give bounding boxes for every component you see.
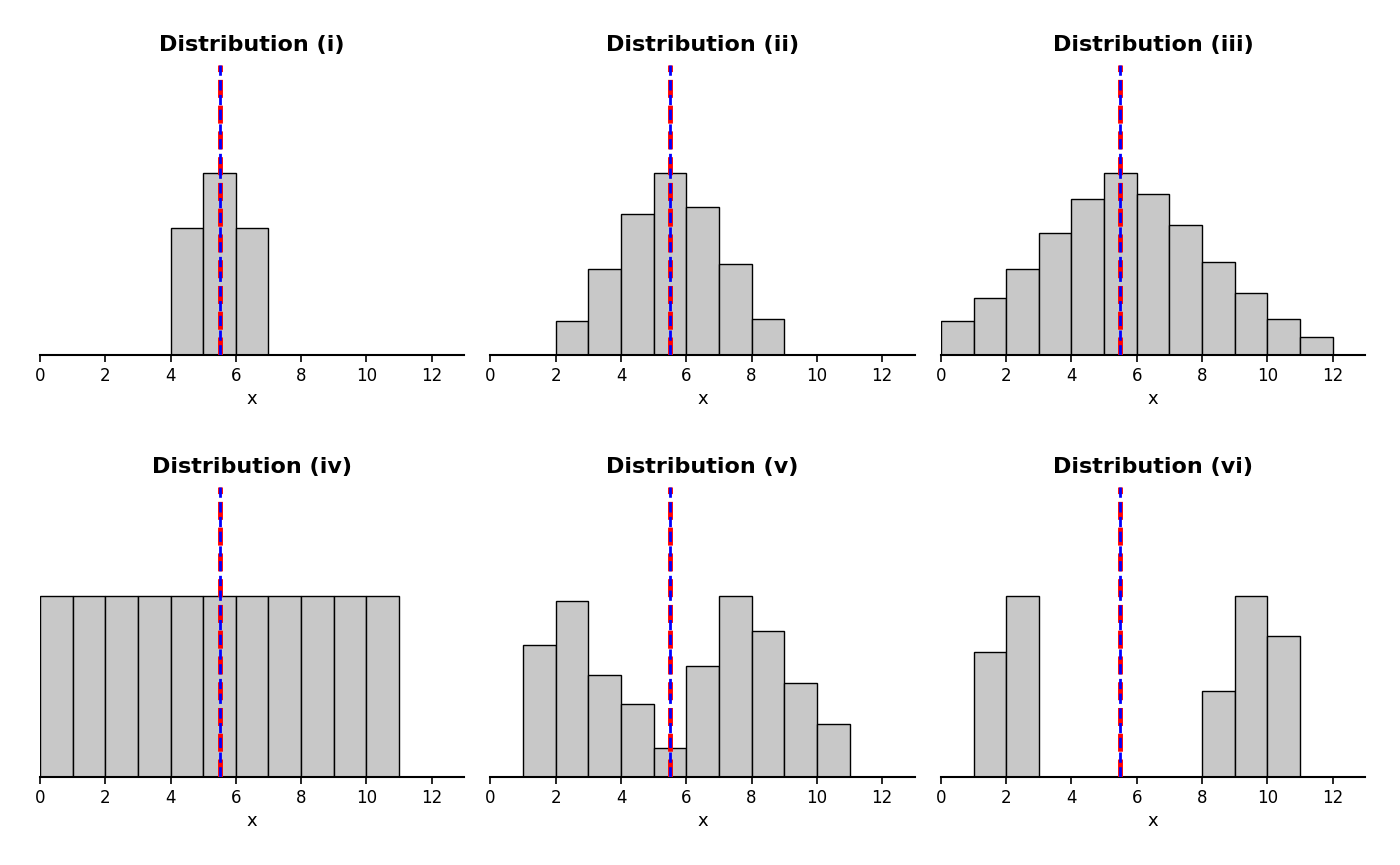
Bar — [556, 601, 588, 777]
Bar — [941, 321, 973, 355]
Bar — [1203, 691, 1235, 777]
Bar — [556, 321, 588, 355]
Bar — [686, 208, 720, 355]
Bar — [1235, 292, 1267, 355]
Bar — [235, 595, 269, 777]
Bar — [973, 298, 1007, 355]
Bar — [654, 747, 686, 777]
Bar — [720, 264, 752, 355]
Bar — [622, 704, 654, 777]
Title: Distribution (v): Distribution (v) — [606, 457, 799, 477]
Bar — [1235, 595, 1267, 777]
Bar — [720, 595, 752, 777]
Title: Distribution (vi): Distribution (vi) — [1053, 457, 1253, 477]
Bar — [1105, 174, 1137, 355]
Bar — [235, 227, 269, 355]
Bar — [1301, 336, 1333, 355]
Bar — [816, 724, 850, 777]
Bar — [588, 269, 622, 355]
Bar — [139, 595, 171, 777]
Bar — [203, 174, 235, 355]
Bar — [752, 318, 784, 355]
Bar — [203, 595, 235, 777]
Bar — [367, 595, 399, 777]
Bar — [588, 675, 622, 777]
Bar — [269, 595, 301, 777]
Bar — [41, 595, 73, 777]
Bar — [784, 683, 816, 777]
Bar — [973, 652, 1007, 777]
Bar — [1007, 595, 1039, 777]
Bar — [1039, 233, 1071, 355]
X-axis label: x: x — [1148, 390, 1158, 408]
Bar — [1007, 269, 1039, 355]
Bar — [752, 631, 784, 777]
Bar — [686, 666, 720, 777]
Bar — [654, 174, 686, 355]
X-axis label: x: x — [697, 390, 708, 408]
X-axis label: x: x — [246, 812, 258, 830]
Bar — [1267, 318, 1301, 355]
X-axis label: x: x — [246, 390, 258, 408]
Bar — [105, 595, 139, 777]
Title: Distribution (iv): Distribution (iv) — [153, 457, 353, 477]
Bar — [622, 215, 654, 355]
Bar — [333, 595, 367, 777]
Bar — [1071, 199, 1105, 355]
Bar — [171, 595, 203, 777]
Title: Distribution (i): Distribution (i) — [160, 35, 344, 54]
Title: Distribution (ii): Distribution (ii) — [606, 35, 799, 54]
X-axis label: x: x — [697, 812, 708, 830]
Bar — [1203, 261, 1235, 355]
Bar — [1267, 637, 1301, 777]
Bar — [301, 595, 333, 777]
Bar — [524, 645, 556, 777]
X-axis label: x: x — [1148, 812, 1158, 830]
Bar — [1137, 194, 1169, 355]
Title: Distribution (iii): Distribution (iii) — [1053, 35, 1253, 54]
Bar — [73, 595, 105, 777]
Bar — [1169, 225, 1203, 355]
Bar — [171, 227, 203, 355]
